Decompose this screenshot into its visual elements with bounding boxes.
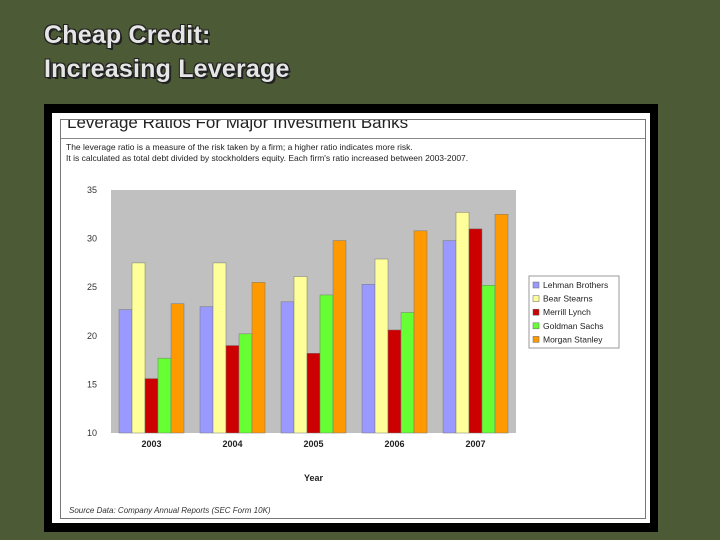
bar-goldman-sachs-2003 (157, 357, 172, 434)
bar-morgan-stanley-2004 (251, 282, 266, 434)
x-tick-label: 2007 (465, 439, 485, 449)
bar-bear-stearns-2004 (212, 262, 227, 434)
y-tick-label: 25 (87, 282, 97, 292)
y-tick-label: 10 (87, 428, 97, 438)
bar-goldman-sachs-2006 (400, 312, 415, 434)
bar-merrill-lynch-2007 (468, 228, 483, 434)
title-divider (61, 138, 645, 139)
x-tick-label: 2004 (222, 439, 242, 449)
chart-frame: Leverage Ratios For Major Investment Ban… (44, 104, 658, 532)
y-tick-label: 30 (87, 234, 97, 244)
bar-bear-stearns-2003 (131, 262, 146, 434)
chart-description-line-1: The leverage ratio is a measure of the r… (66, 142, 413, 152)
bar-lehman-brothers-2005 (280, 301, 295, 434)
y-tick-label: 20 (87, 331, 97, 341)
bar-merrill-lynch-2005 (306, 353, 321, 434)
source-note: Source Data: Company Annual Reports (SEC… (69, 506, 271, 515)
bar-morgan-stanley-2006 (413, 230, 428, 434)
legend-swatch (532, 308, 540, 316)
slide-title: Cheap Credit: Increasing Leverage (44, 18, 290, 86)
slide-title-line-1: Cheap Credit: (44, 21, 211, 49)
bar-bear-stearns-2006 (374, 258, 389, 434)
bar-merrill-lynch-2006 (387, 329, 402, 434)
bar-morgan-stanley-2005 (332, 240, 347, 434)
bar-bear-stearns-2007 (455, 212, 470, 434)
bar-bear-stearns-2005 (293, 276, 308, 434)
x-tick-label: 2003 (141, 439, 161, 449)
slide-title-line-2: Increasing Leverage (44, 55, 290, 83)
chart-area: Leverage Ratios For Major Investment Ban… (60, 119, 646, 519)
bar-merrill-lynch-2003 (144, 378, 159, 434)
x-tick-label: 2005 (303, 439, 323, 449)
bar-chart: 10 15 20 25 30 35 2003 2004 2005 2006 2007 Year Lehm… (87, 185, 620, 483)
bar-lehman-brothers-2004 (199, 306, 214, 434)
bar-morgan-stanley-2007 (494, 214, 509, 434)
chart-description: The leverage ratio is a measure of the r… (66, 142, 468, 164)
y-tick-label: 35 (87, 185, 97, 195)
legend-label: Merrill Lynch (543, 307, 591, 317)
legend-box (528, 275, 620, 349)
chart-panel: Leverage Ratios For Major Investment Ban… (50, 111, 652, 525)
bar-goldman-sachs-2007 (481, 285, 496, 434)
legend-label: Lehman Brothers (543, 280, 608, 290)
bar-lehman-brothers-2003 (118, 309, 133, 434)
y-tick-label: 15 (87, 379, 97, 389)
legend-swatch (532, 336, 540, 343)
legend-swatch (532, 322, 540, 330)
chart-description-line-2: It is calculated as total debt divided b… (66, 153, 469, 163)
x-tick-label: 2006 (384, 439, 404, 449)
legend-label: Bear Stearns (543, 294, 593, 304)
legend-swatch (532, 281, 540, 289)
bar-lehman-brothers-2007 (442, 240, 457, 434)
bar-morgan-stanley-2003 (170, 303, 185, 434)
bar-goldman-sachs-2005 (319, 294, 334, 434)
bar-goldman-sachs-2004 (238, 333, 253, 434)
legend-swatch (532, 295, 540, 302)
legend-label: Morgan Stanley (543, 334, 603, 344)
x-axis-label: Year (304, 473, 324, 483)
legend-label: Goldman Sachs (543, 321, 603, 331)
chart-title: Leverage Ratios For Major Investment Ban… (67, 119, 409, 132)
bar-merrill-lynch-2004 (225, 345, 240, 434)
bar-lehman-brothers-2006 (361, 284, 376, 434)
